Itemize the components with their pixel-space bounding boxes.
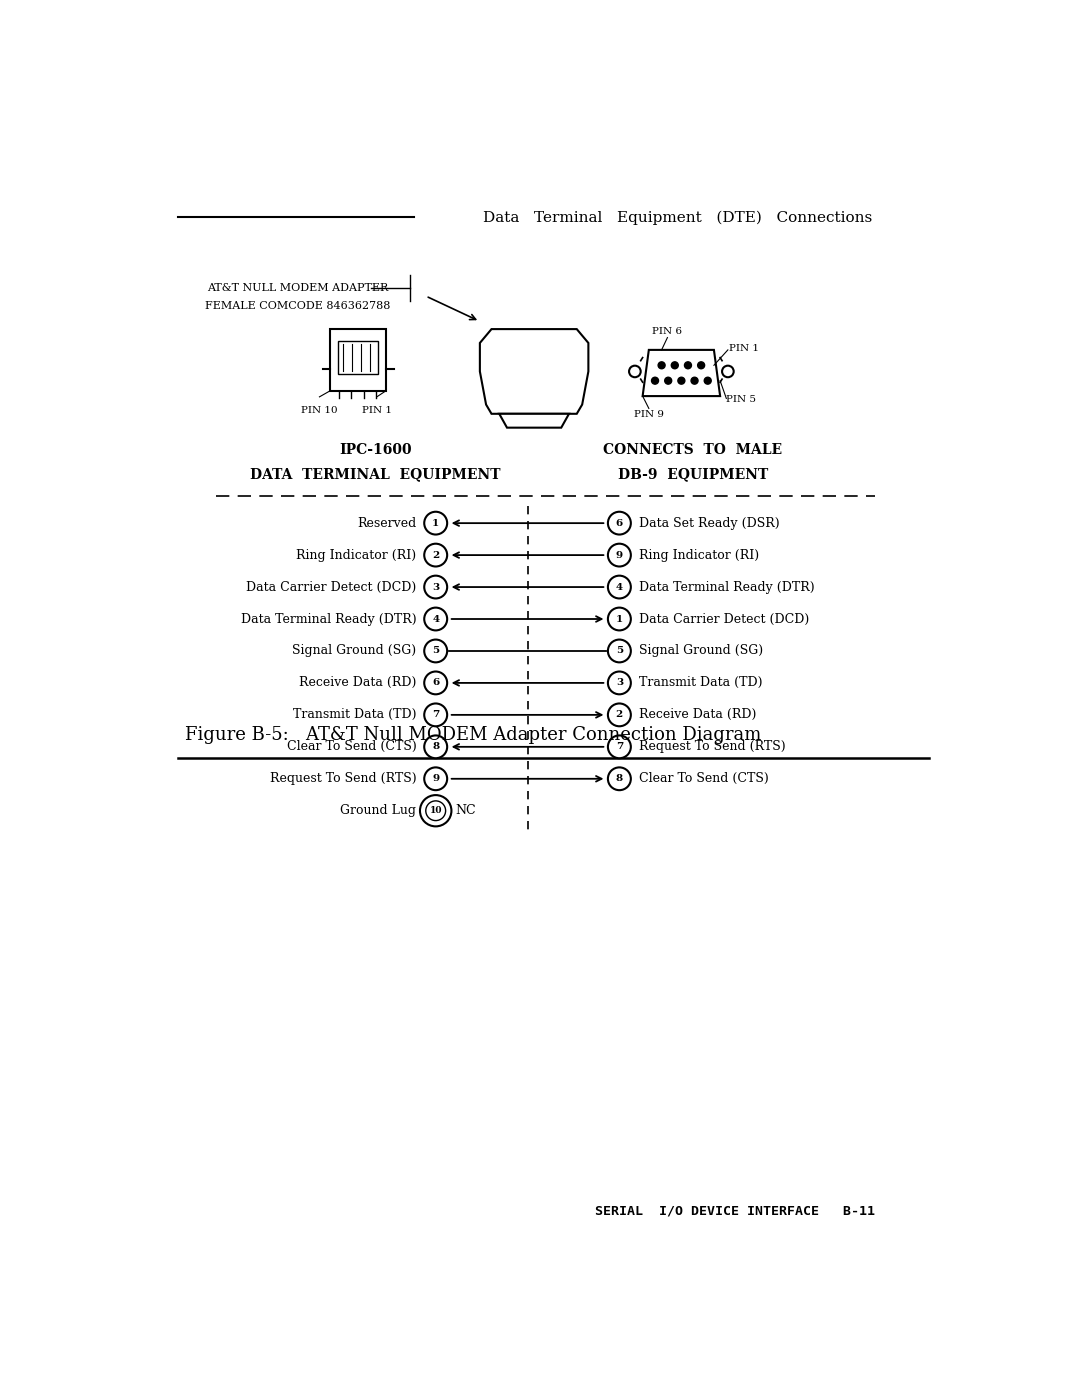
Text: PIN 6: PIN 6 [652, 326, 683, 336]
Text: DB-9  EQUIPMENT: DB-9 EQUIPMENT [618, 467, 768, 481]
Text: Transmit Data (TD): Transmit Data (TD) [638, 677, 762, 689]
Text: Data Set Ready (DSR): Data Set Ready (DSR) [638, 516, 780, 530]
Circle shape [658, 361, 665, 368]
Text: 3: 3 [616, 678, 623, 688]
Text: 2: 2 [616, 710, 623, 720]
Circle shape [672, 361, 678, 368]
Text: Receive Data (RD): Receive Data (RD) [299, 677, 416, 689]
Text: 1: 1 [616, 615, 623, 624]
Circle shape [426, 801, 446, 820]
Text: SERIAL  I/O DEVICE INTERFACE   B-11: SERIAL I/O DEVICE INTERFACE B-11 [595, 1204, 875, 1218]
Text: Request To Send (RTS): Request To Send (RTS) [270, 773, 416, 785]
Circle shape [424, 767, 447, 790]
Text: Clear To Send (CTS): Clear To Send (CTS) [638, 773, 769, 785]
Circle shape [608, 544, 631, 566]
Text: 8: 8 [616, 774, 623, 783]
Text: Signal Ground (SG): Signal Ground (SG) [293, 644, 416, 657]
Circle shape [608, 671, 631, 695]
Text: Data Terminal Ready (DTR): Data Terminal Ready (DTR) [638, 580, 814, 593]
Text: Data Terminal Ready (DTR): Data Terminal Ready (DTR) [241, 612, 416, 625]
Text: PIN 10: PIN 10 [301, 406, 338, 416]
Text: Clear To Send (CTS): Clear To Send (CTS) [286, 741, 416, 753]
Circle shape [608, 767, 631, 790]
Text: 1: 1 [432, 519, 440, 527]
Text: PIN 1: PIN 1 [362, 406, 392, 416]
Circle shape [629, 365, 640, 377]
Circle shape [678, 377, 685, 384]
Polygon shape [643, 350, 720, 396]
Text: 8: 8 [432, 742, 440, 752]
Circle shape [704, 377, 712, 384]
Circle shape [685, 361, 691, 368]
Circle shape [424, 735, 447, 759]
Circle shape [608, 576, 631, 598]
Text: Ring Indicator (RI): Ring Indicator (RI) [638, 548, 759, 562]
Circle shape [723, 365, 733, 377]
Text: PIN 1: PIN 1 [729, 343, 759, 353]
Circle shape [424, 576, 447, 598]
Text: DATA  TERMINAL  EQUIPMENT: DATA TERMINAL EQUIPMENT [249, 467, 500, 481]
Text: AT&T NULL MODEM ADAPTER: AT&T NULL MODEM ADAPTER [207, 283, 389, 293]
Text: Request To Send (RTS): Request To Send (RTS) [638, 741, 785, 753]
Text: 6: 6 [432, 678, 440, 688]
Circle shape [608, 639, 631, 663]
Circle shape [664, 377, 672, 384]
Text: CONNECTS  TO  MALE: CONNECTS TO MALE [604, 444, 783, 458]
Text: 7: 7 [432, 710, 440, 720]
Text: 9: 9 [616, 551, 623, 559]
Polygon shape [480, 329, 589, 414]
Text: PIN 5: PIN 5 [727, 395, 756, 405]
Polygon shape [499, 414, 569, 428]
Text: Reserved: Reserved [357, 516, 416, 530]
Text: 3: 3 [432, 583, 440, 591]
Bar [330, 329, 387, 391]
Text: Signal Ground (SG): Signal Ground (SG) [638, 644, 762, 657]
Text: Data Carrier Detect (DCD): Data Carrier Detect (DCD) [638, 612, 809, 625]
Text: 7: 7 [616, 742, 623, 752]
Text: 4: 4 [616, 583, 623, 591]
Text: Figure B-5:   AT&T Null MODEM Adapter Connection Diagram: Figure B-5: AT&T Null MODEM Adapter Conn… [186, 725, 761, 744]
Circle shape [691, 377, 698, 384]
Text: Ring Indicator (RI): Ring Indicator (RI) [296, 548, 416, 562]
Circle shape [608, 608, 631, 631]
Circle shape [424, 639, 447, 663]
Text: Ground Lug: Ground Lug [340, 805, 416, 817]
Circle shape [608, 703, 631, 727]
Text: 6: 6 [616, 519, 623, 527]
Text: 5: 5 [616, 646, 623, 656]
Text: 10: 10 [430, 806, 442, 815]
Text: NC: NC [455, 805, 475, 817]
Circle shape [424, 512, 447, 534]
Circle shape [424, 544, 447, 566]
Text: Transmit Data (TD): Transmit Data (TD) [293, 709, 416, 721]
Circle shape [420, 795, 451, 826]
Text: 4: 4 [432, 615, 440, 624]
Circle shape [424, 608, 447, 631]
Text: Receive Data (RD): Receive Data (RD) [638, 709, 756, 721]
Circle shape [651, 377, 659, 384]
Text: 5: 5 [432, 646, 440, 656]
Circle shape [424, 671, 447, 695]
Circle shape [608, 735, 631, 759]
Text: 9: 9 [432, 774, 440, 783]
Circle shape [424, 703, 447, 727]
Circle shape [698, 361, 704, 368]
Text: Data Carrier Detect (DCD): Data Carrier Detect (DCD) [246, 580, 416, 593]
Text: FEMALE COMCODE 846362788: FEMALE COMCODE 846362788 [205, 301, 391, 311]
Text: 2: 2 [432, 551, 440, 559]
Text: PIN 9: PIN 9 [634, 410, 664, 418]
Text: IPC-1600: IPC-1600 [339, 444, 411, 458]
Circle shape [608, 512, 631, 534]
Text: Data   Terminal   Equipment   (DTE)   Connections: Data Terminal Equipment (DTE) Connection… [483, 211, 873, 225]
Bar [338, 342, 378, 374]
